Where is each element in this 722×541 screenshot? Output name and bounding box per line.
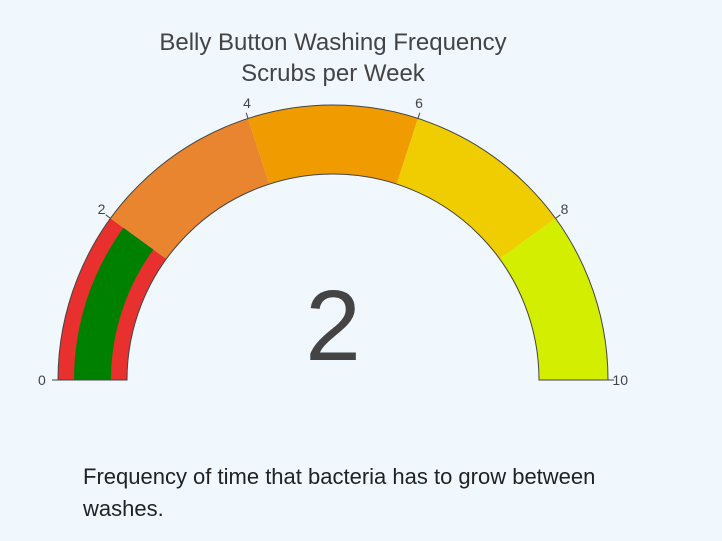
gauge-value-bar-group: [74, 227, 154, 380]
gauge-step-3: [396, 118, 556, 259]
gauge-step-2: [248, 105, 418, 185]
gauge-value-number: 2: [305, 270, 361, 382]
gauge-tick-3: [417, 112, 421, 119]
gauge-tick-label-3: 6: [415, 95, 423, 111]
gauge-chart: Belly Button Washing Frequency Scrubs pe…: [38, 29, 628, 388]
gauge-tick-label-4: 8: [561, 201, 569, 217]
gauge-tick-label-0: 0: [38, 372, 46, 388]
gauge-tick-1: [105, 214, 111, 219]
gauge-tick-label-5: 10: [612, 372, 628, 388]
chart-subtitle: Scrubs per Week: [241, 60, 426, 87]
gauge-value-bar: [74, 227, 154, 380]
caption-text: Frequency of time that bacteria has to g…: [83, 464, 596, 521]
gauge-outline: [57, 104, 609, 381]
gauge-tick-2: [245, 112, 249, 119]
gauge-ticks: 0 2 4 6 8 10: [38, 95, 628, 388]
gauge-step-4: [499, 218, 608, 380]
chart-title: Belly Button Washing Frequency: [159, 29, 506, 56]
gauge-tick-label-1: 2: [98, 201, 106, 217]
gauge-step-1: [110, 118, 270, 259]
gauge-svg: Belly Button Washing Frequency Scrubs pe…: [38, 29, 628, 388]
gauge-tick-4: [555, 214, 561, 219]
gauge-tick-label-2: 4: [243, 95, 251, 111]
